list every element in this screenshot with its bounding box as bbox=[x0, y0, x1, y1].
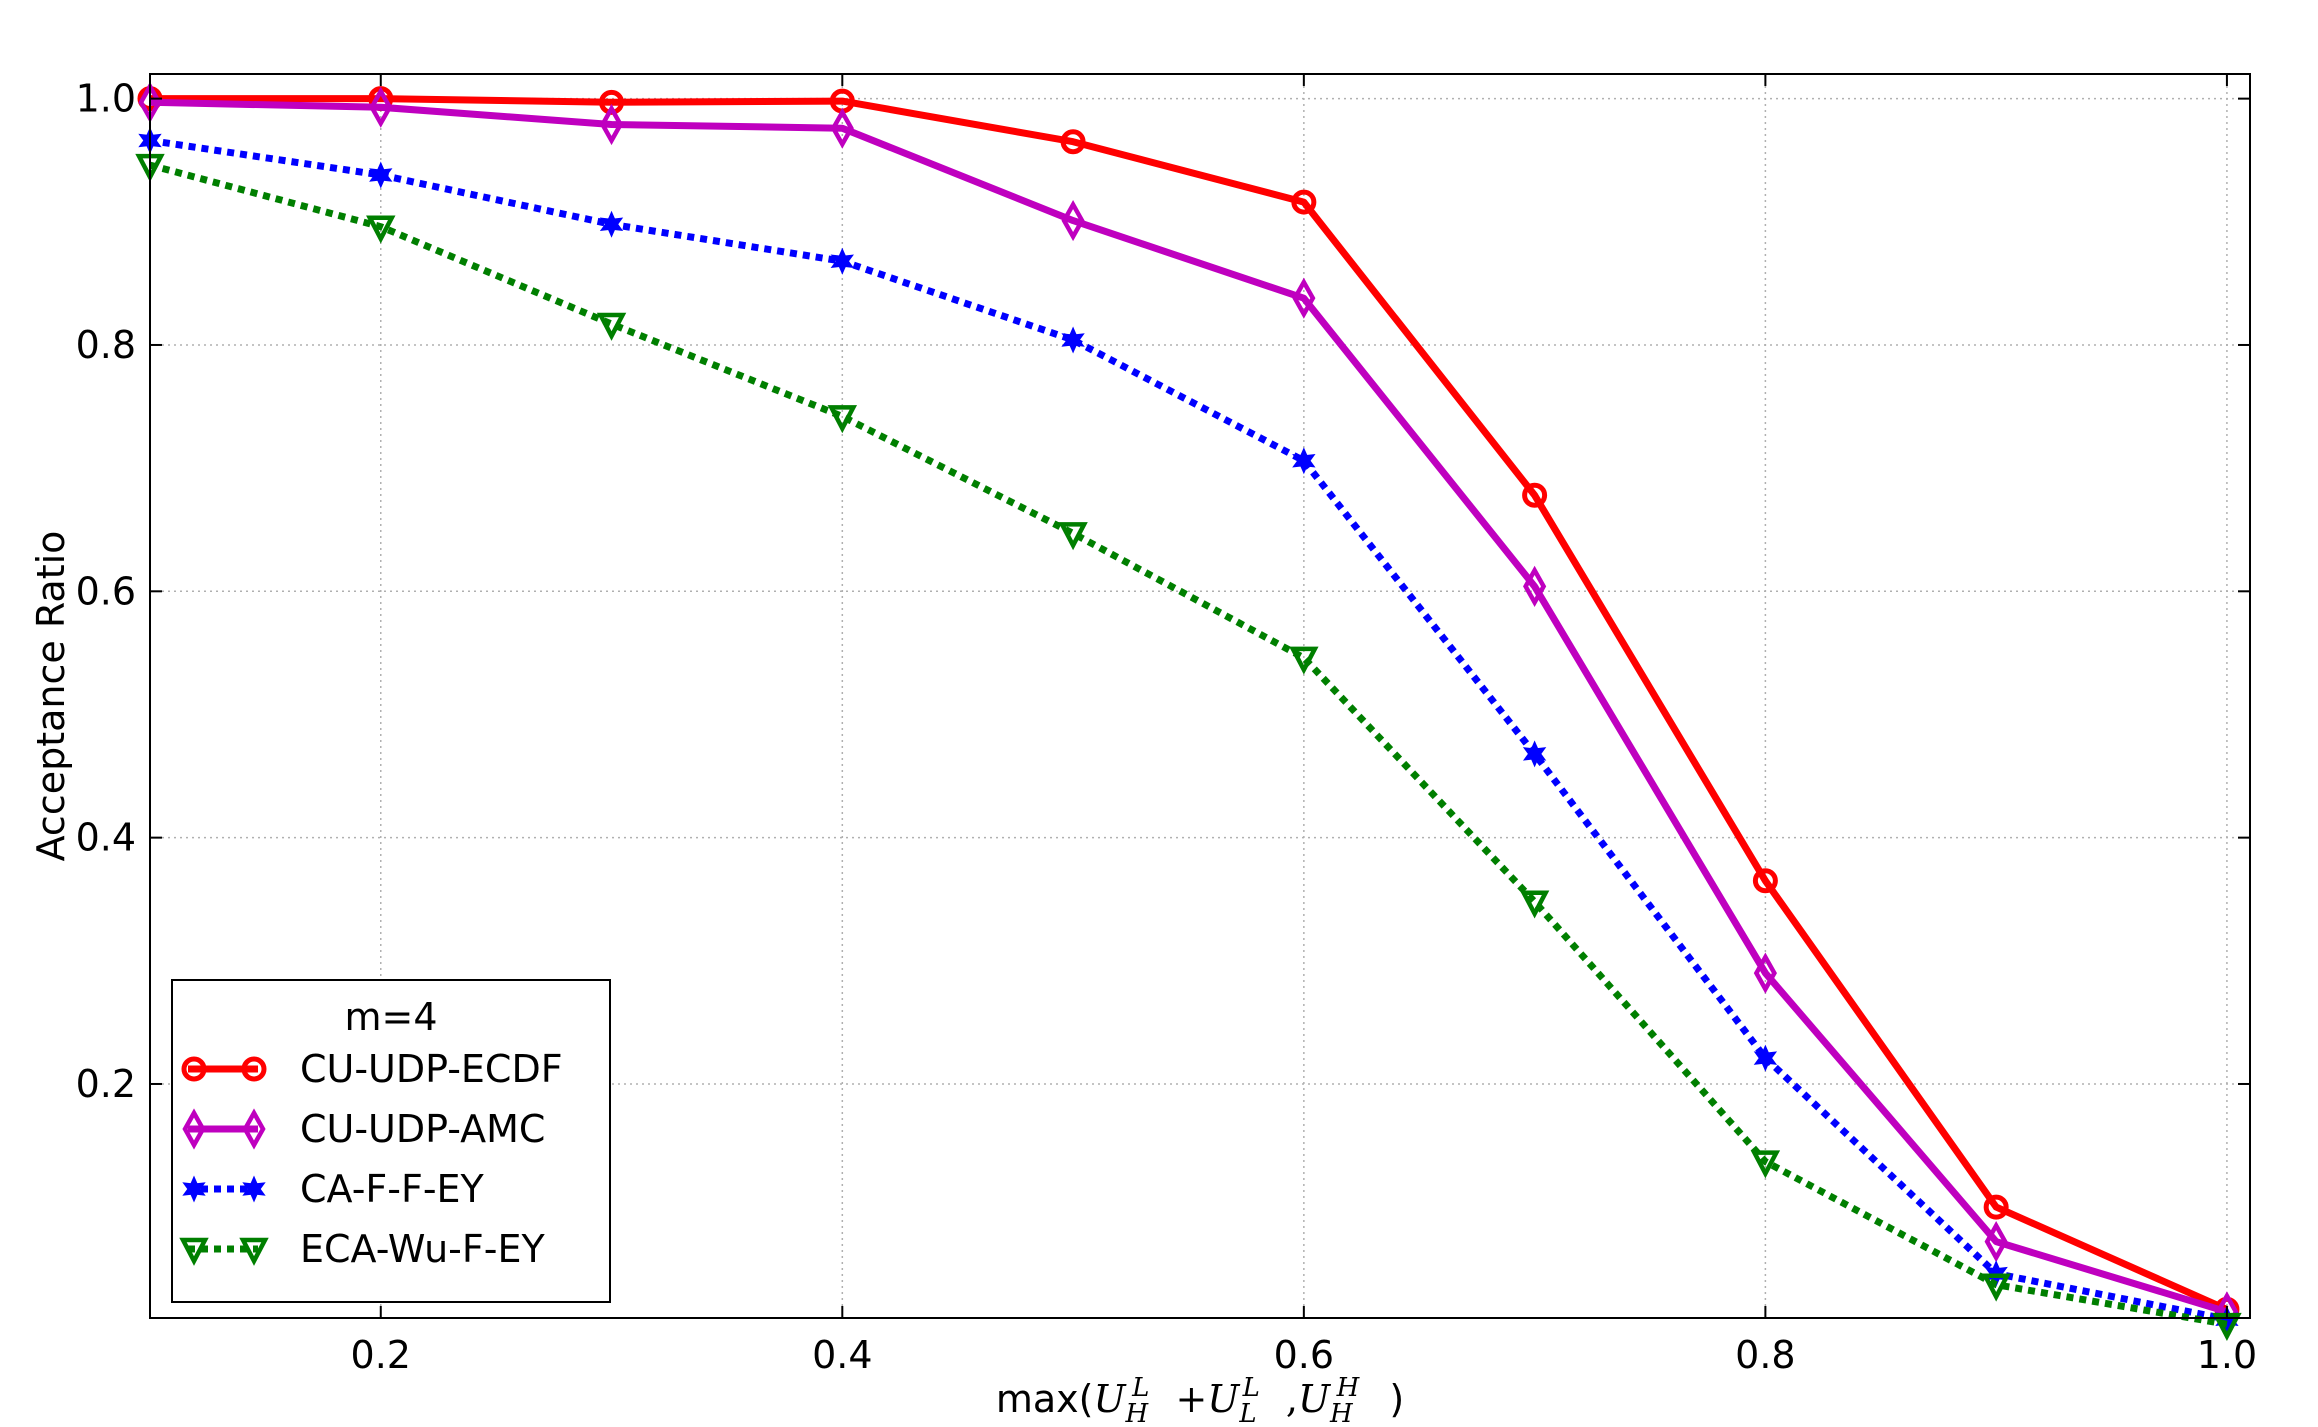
x-label-u3-sup: H bbox=[1336, 1373, 1361, 1403]
series-line-CU-UDP-AMC bbox=[149, 98, 2228, 1316]
x-label-u3-sub: H bbox=[1329, 1399, 1354, 1427]
series-line-CU-UDP-ECDF bbox=[150, 95, 2229, 1313]
data-point-CU-UDP-ECDF bbox=[1752, 868, 1778, 894]
data-point-CA-F-F-EY bbox=[1753, 1044, 1778, 1072]
legend-marker bbox=[181, 1056, 207, 1082]
data-point-CA-F-F-EY bbox=[1292, 447, 1316, 475]
data-point-CU-UDP-AMC bbox=[1753, 952, 1777, 994]
legend-title: m=4 bbox=[344, 995, 437, 1039]
data-point-CU-UDP-ECDF bbox=[1291, 189, 1317, 215]
x-tick-label: 0.4 bbox=[812, 1333, 872, 1377]
plot-frame bbox=[149, 73, 2251, 1319]
series-line-CA-F-F-EY bbox=[149, 137, 2228, 1323]
legend-marker bbox=[182, 1108, 206, 1150]
legend-label: ECA-Wu-F-EY bbox=[300, 1227, 545, 1271]
x-label-plus: + bbox=[1175, 1377, 1207, 1421]
data-point-ECA-Wu-F-EY bbox=[366, 215, 396, 244]
data-point-ECA-Wu-F-EY bbox=[827, 405, 858, 434]
data-point-CU-UDP-AMC bbox=[369, 86, 393, 128]
x-tick-label: 0.6 bbox=[1274, 1333, 1334, 1377]
x-label-u3: U bbox=[1298, 1377, 1332, 1421]
y-tick-label: 0.4 bbox=[76, 816, 136, 860]
data-point-ECA-Wu-F-EY bbox=[596, 312, 627, 341]
data-point-CU-UDP-AMC bbox=[1061, 199, 1085, 242]
data-point-CA-F-F-EY bbox=[830, 247, 854, 275]
data-point-ECA-Wu-F-EY bbox=[1058, 522, 1088, 551]
data-point-ECA-Wu-F-EY bbox=[1519, 890, 1550, 919]
x-tick-label: 0.2 bbox=[351, 1333, 411, 1377]
x-label-u2-sub: L bbox=[1238, 1399, 1256, 1427]
series-CU-UDP-AMC bbox=[138, 81, 2239, 1333]
x-label-u1-sub: H bbox=[1124, 1399, 1149, 1427]
legend-label: CU-UDP-AMC bbox=[300, 1107, 545, 1151]
legend-marker bbox=[239, 1237, 269, 1266]
legend-marker bbox=[241, 1056, 267, 1082]
data-point-CU-UDP-AMC bbox=[1292, 277, 1316, 319]
legend-marker bbox=[242, 1108, 266, 1150]
series-layer bbox=[135, 81, 2242, 1342]
legend: m=4 CU-UDP-ECDF CU-UDP-AMC CA-F-F-EY ECA-Wu… bbox=[171, 979, 611, 1303]
data-point-ECA-Wu-F-EY bbox=[1289, 646, 1319, 675]
x-axis-label: max(UHL +ULL ,UHH) bbox=[996, 1373, 1404, 1427]
data-point-CU-UDP-AMC bbox=[1984, 1221, 2008, 1263]
svg-text:max(UHL+ULL,UHH): max(UHL +ULL ,UHH) bbox=[996, 1373, 1404, 1427]
data-point-CU-UDP-ECDF bbox=[1983, 1194, 2009, 1220]
data-point-CA-F-F-EY bbox=[599, 210, 624, 238]
legend-label: CA-F-F-EY bbox=[300, 1167, 485, 1211]
data-point-CU-UDP-ECDF bbox=[1060, 129, 1086, 155]
x-label-prefix: max( bbox=[996, 1377, 1094, 1421]
x-label-u2: U bbox=[1207, 1377, 1241, 1421]
legend-entry-CU-UDP-ECDF: CU-UDP-ECDF bbox=[181, 1047, 563, 1091]
data-point-CA-F-F-EY bbox=[369, 161, 393, 189]
x-label-suffix: ) bbox=[1389, 1377, 1404, 1421]
legend-entry-CA-F-F-EY: CA-F-F-EY bbox=[182, 1167, 485, 1211]
y-tick-label: 0.2 bbox=[76, 1062, 136, 1106]
y-axis-label: Acceptance Ratio bbox=[29, 531, 73, 862]
legend-entries: CU-UDP-ECDF CU-UDP-AMC CA-F-F-EY ECA-Wu-F-E… bbox=[179, 1047, 563, 1271]
data-point-ECA-Wu-F-EY bbox=[1981, 1273, 2011, 1302]
data-point-CA-F-F-EY bbox=[1522, 740, 1547, 768]
data-point-CU-UDP-ECDF bbox=[1522, 482, 1548, 508]
data-point-CU-UDP-AMC bbox=[830, 107, 854, 149]
legend-marker bbox=[242, 1175, 266, 1203]
y-tick-label: 1.0 bbox=[76, 77, 136, 121]
x-tick-label: 1.0 bbox=[2197, 1333, 2257, 1377]
legend-entry-CU-UDP-AMC: CU-UDP-AMC bbox=[182, 1107, 545, 1151]
x-tick-label: 0.8 bbox=[1735, 1333, 1795, 1377]
series-line-ECA-Wu-F-EY bbox=[149, 161, 2228, 1328]
x-label-comma: , bbox=[1286, 1377, 1298, 1421]
x-label-u1-sup: L bbox=[1131, 1373, 1149, 1403]
x-label-u1: U bbox=[1093, 1377, 1127, 1421]
data-point-ECA-Wu-F-EY bbox=[1750, 1150, 1781, 1179]
y-tick-label: 0.8 bbox=[76, 323, 136, 367]
legend-entry-ECA-Wu-F-EY: ECA-Wu-F-EY bbox=[179, 1227, 545, 1271]
legend-marker bbox=[179, 1237, 209, 1266]
legend-marker bbox=[182, 1175, 206, 1203]
legend-label: CU-UDP-ECDF bbox=[300, 1047, 563, 1091]
data-point-CU-UDP-AMC bbox=[599, 103, 624, 146]
data-point-CA-F-F-EY bbox=[1061, 326, 1085, 354]
x-label-u2-sup: L bbox=[1242, 1373, 1260, 1403]
data-point-CU-UDP-AMC bbox=[1523, 565, 1547, 607]
ticks: 0.2 0.4 0.6 0.8 1.0 0.2 0.4 0.6 0.8 1.0 bbox=[76, 74, 2257, 1377]
y-tick-label: 0.6 bbox=[76, 569, 136, 613]
